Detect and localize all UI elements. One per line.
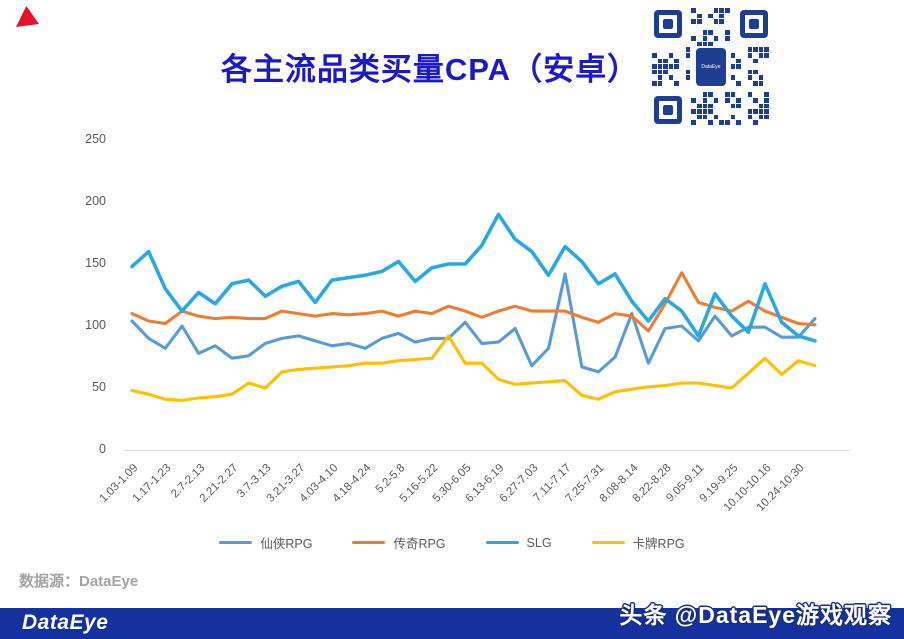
series-line-仙侠RPG — [130, 272, 817, 374]
legend-label: 卡牌RPG — [632, 537, 685, 551]
legend-swatch-icon — [352, 540, 386, 545]
footer-bar — [0, 608, 904, 639]
legend-label: 传奇RPG — [393, 537, 446, 551]
legend-swatch-icon — [485, 540, 519, 545]
y-tick-label: 50 — [92, 380, 106, 394]
qr-finder-icon — [654, 96, 682, 124]
legend-item: 卡牌RPG — [591, 533, 685, 552]
y-tick-label: 150 — [85, 256, 106, 270]
data-source-label: 数据源：DataEye — [19, 573, 139, 590]
legend-item: SLG — [485, 533, 552, 552]
chart-title: 各主流品类买量CPA（安卓） — [220, 52, 640, 87]
dataeye-logo: DataEye — [22, 611, 109, 634]
y-tick-label: 250 — [85, 132, 106, 146]
series-line-卡牌RPG — [130, 334, 817, 402]
x-axis-line — [123, 450, 850, 451]
legend-label: 仙侠RPG — [260, 537, 313, 551]
legend-item: 传奇RPG — [352, 533, 446, 552]
legend-swatch-icon — [591, 540, 625, 545]
y-tick-label: 100 — [85, 318, 106, 332]
qr-finder-icon — [740, 10, 768, 38]
legend-swatch-icon — [219, 540, 253, 545]
chart-legend: 仙侠RPG 传奇RPG SLG 卡牌RPG — [0, 533, 904, 552]
qr-finder-icon — [654, 10, 682, 38]
legend-label: SLG — [526, 535, 552, 550]
toutiao-watermark: 头条 @DataEye游戏观察 — [619, 602, 892, 628]
qr-code: DataEye — [652, 8, 770, 126]
y-tick-label: 200 — [85, 194, 106, 208]
legend-item: 仙侠RPG — [219, 533, 312, 552]
y-tick-label: 0 — [99, 442, 106, 456]
series-line-SLG — [130, 212, 817, 343]
qr-center-logo: DataEye — [696, 48, 726, 86]
series-line-传奇RPG — [130, 271, 817, 333]
